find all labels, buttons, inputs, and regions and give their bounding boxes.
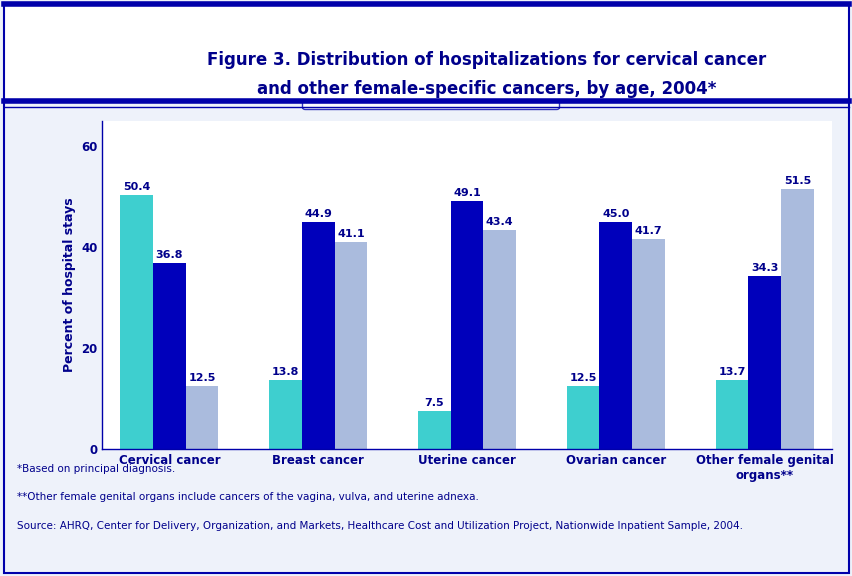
Text: AHRQ: AHRQ — [54, 24, 122, 44]
Text: *Based on principal diagnosis.: *Based on principal diagnosis. — [17, 464, 176, 473]
Text: 51.5: 51.5 — [783, 176, 810, 186]
Bar — [417, 411, 450, 449]
Bar — [120, 195, 153, 449]
Text: 43.4: 43.4 — [486, 217, 513, 227]
Bar — [186, 386, 218, 449]
Bar — [631, 238, 665, 449]
Y-axis label: Percent of hospital stays: Percent of hospital stays — [62, 198, 76, 373]
FancyBboxPatch shape — [22, 14, 147, 92]
Bar — [566, 386, 599, 449]
Text: 34.3: 34.3 — [750, 263, 778, 273]
Text: 41.7: 41.7 — [634, 226, 662, 236]
Bar — [334, 242, 367, 449]
Bar — [780, 189, 813, 449]
Text: 12.5: 12.5 — [569, 373, 596, 383]
Text: 36.8: 36.8 — [155, 251, 183, 260]
Text: 50.4: 50.4 — [123, 181, 150, 192]
Legend: 18-44, 45-64, 65+: 18-44, 45-64, 65+ — [302, 81, 558, 109]
Text: Figure 3. Distribution of hospitalizations for cervical cancer: Figure 3. Distribution of hospitalizatio… — [206, 51, 765, 70]
Text: 45.0: 45.0 — [602, 209, 629, 219]
Bar — [483, 230, 515, 449]
Bar — [599, 222, 631, 449]
Bar — [747, 276, 780, 449]
Text: 7.5: 7.5 — [424, 399, 444, 408]
Text: 49.1: 49.1 — [452, 188, 481, 198]
Bar — [715, 380, 747, 449]
Text: 41.1: 41.1 — [337, 229, 365, 238]
Text: and other female-specific cancers, by age, 2004*: and other female-specific cancers, by ag… — [256, 80, 715, 98]
Text: 44.9: 44.9 — [304, 210, 331, 219]
Text: Advancing
Excellence in
Health Care: Advancing Excellence in Health Care — [63, 51, 112, 81]
Bar — [153, 263, 186, 449]
Bar — [450, 201, 483, 449]
Text: Source: AHRQ, Center for Delivery, Organization, and Markets, Healthcare Cost an: Source: AHRQ, Center for Delivery, Organ… — [17, 521, 742, 531]
Text: 13.7: 13.7 — [717, 367, 745, 377]
Text: **Other female genital organs include cancers of the vagina, vulva, and uterine : **Other female genital organs include ca… — [17, 492, 478, 502]
Bar — [268, 380, 302, 449]
Text: 12.5: 12.5 — [188, 373, 216, 383]
Text: 13.8: 13.8 — [272, 366, 299, 377]
Bar — [302, 222, 334, 449]
